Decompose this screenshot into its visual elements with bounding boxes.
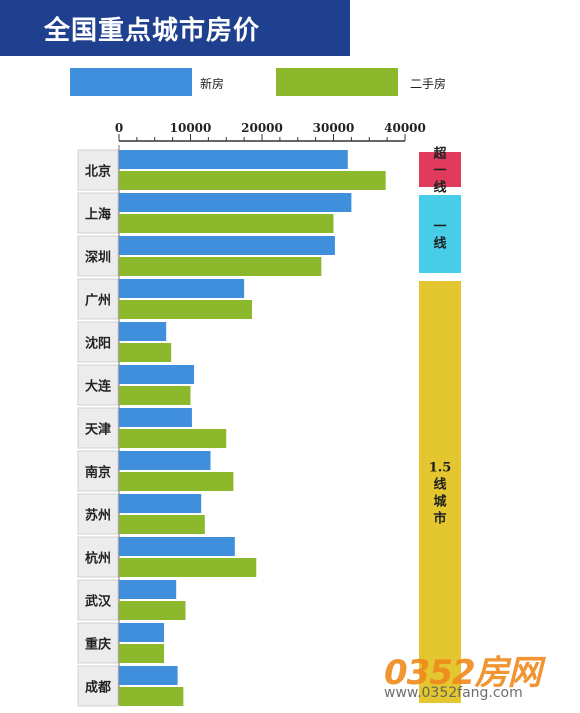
tier-label: 线	[433, 180, 446, 196]
category-label: 沈阳	[85, 336, 111, 352]
bar-resale-house	[119, 300, 252, 319]
category-box	[77, 364, 119, 406]
category-box	[77, 235, 119, 277]
x-tick-label: 40000	[384, 121, 426, 135]
bar-resale-house	[119, 515, 205, 534]
tier-label: 1.5	[429, 461, 452, 476]
category-label: 大连	[85, 379, 112, 395]
legend-swatch-resale	[276, 68, 398, 96]
bar-resale-house	[119, 558, 257, 577]
tier-box	[419, 195, 461, 273]
tier-box	[419, 152, 461, 187]
bar-new-house	[119, 537, 235, 556]
bar-new-house	[119, 322, 167, 341]
category-label: 北京	[85, 164, 111, 180]
bar-resale-house	[119, 386, 191, 405]
category-label: 天津	[85, 422, 111, 438]
x-tick-label: 10000	[170, 121, 212, 135]
tier-label: 一	[433, 164, 446, 179]
category-box	[77, 622, 119, 664]
category-box	[77, 450, 119, 492]
category-label: 重庆	[85, 637, 111, 653]
bar-resale-house	[119, 429, 227, 448]
bar-new-house	[119, 193, 352, 212]
bar-resale-house	[119, 214, 334, 233]
bar-new-house	[119, 236, 335, 255]
category-box	[77, 407, 119, 449]
category-label: 深圳	[85, 250, 111, 266]
tier-label: 线	[433, 236, 446, 252]
category-label: 成都	[85, 680, 111, 696]
tier-box	[419, 281, 461, 703]
bar-new-house	[119, 408, 192, 427]
category-box	[77, 665, 119, 707]
bar-new-house	[119, 623, 165, 642]
bar-resale-house	[119, 171, 386, 190]
bar-new-house	[119, 666, 178, 685]
category-box	[77, 278, 119, 320]
category-box	[77, 192, 119, 234]
category-label: 广州	[85, 293, 111, 309]
category-box	[77, 321, 119, 363]
bar-new-house	[119, 150, 348, 169]
legend-swatch-new	[70, 68, 192, 96]
x-tick-label: 30000	[313, 121, 355, 135]
bar-new-house	[119, 494, 202, 513]
watermark-url: www.0352fang.com	[384, 685, 523, 701]
category-label: 南京	[85, 465, 111, 481]
bar-new-house	[119, 580, 177, 599]
tier-label: 超	[433, 146, 447, 162]
bar-resale-house	[119, 644, 165, 663]
bar-resale-house	[119, 472, 234, 491]
tier-label: 一	[433, 220, 446, 235]
category-box	[77, 579, 119, 621]
category-label: 上海	[85, 207, 111, 223]
watermark-logo: 0352房网	[384, 653, 542, 693]
legend-label-resale: 二手房	[410, 77, 447, 91]
tier-label: 市	[433, 511, 446, 527]
category-box	[77, 536, 119, 578]
category-label: 苏州	[85, 508, 111, 524]
chart-title: 全国重点城市房价	[44, 16, 261, 46]
x-tick-label: 0	[115, 121, 123, 135]
title-banner: 全国重点城市房价	[0, 0, 350, 56]
bar-resale-house	[119, 687, 184, 706]
bar-resale-house	[119, 601, 186, 620]
bar-new-house	[119, 365, 195, 384]
bar-resale-house	[119, 343, 172, 362]
bar-new-house	[119, 451, 211, 470]
category-box	[77, 149, 119, 191]
bar-new-house	[119, 279, 245, 298]
tier-label: 城	[433, 494, 446, 510]
x-tick-label: 20000	[241, 121, 283, 135]
watermark: 0352房网 www.0352fang.com	[384, 645, 574, 707]
category-label: 武汉	[85, 594, 112, 610]
category-box	[77, 493, 119, 535]
bar-resale-house	[119, 257, 322, 276]
tier-label: 线	[433, 477, 446, 493]
category-label: 杭州	[85, 551, 111, 567]
legend-label-new: 新房	[200, 77, 225, 91]
